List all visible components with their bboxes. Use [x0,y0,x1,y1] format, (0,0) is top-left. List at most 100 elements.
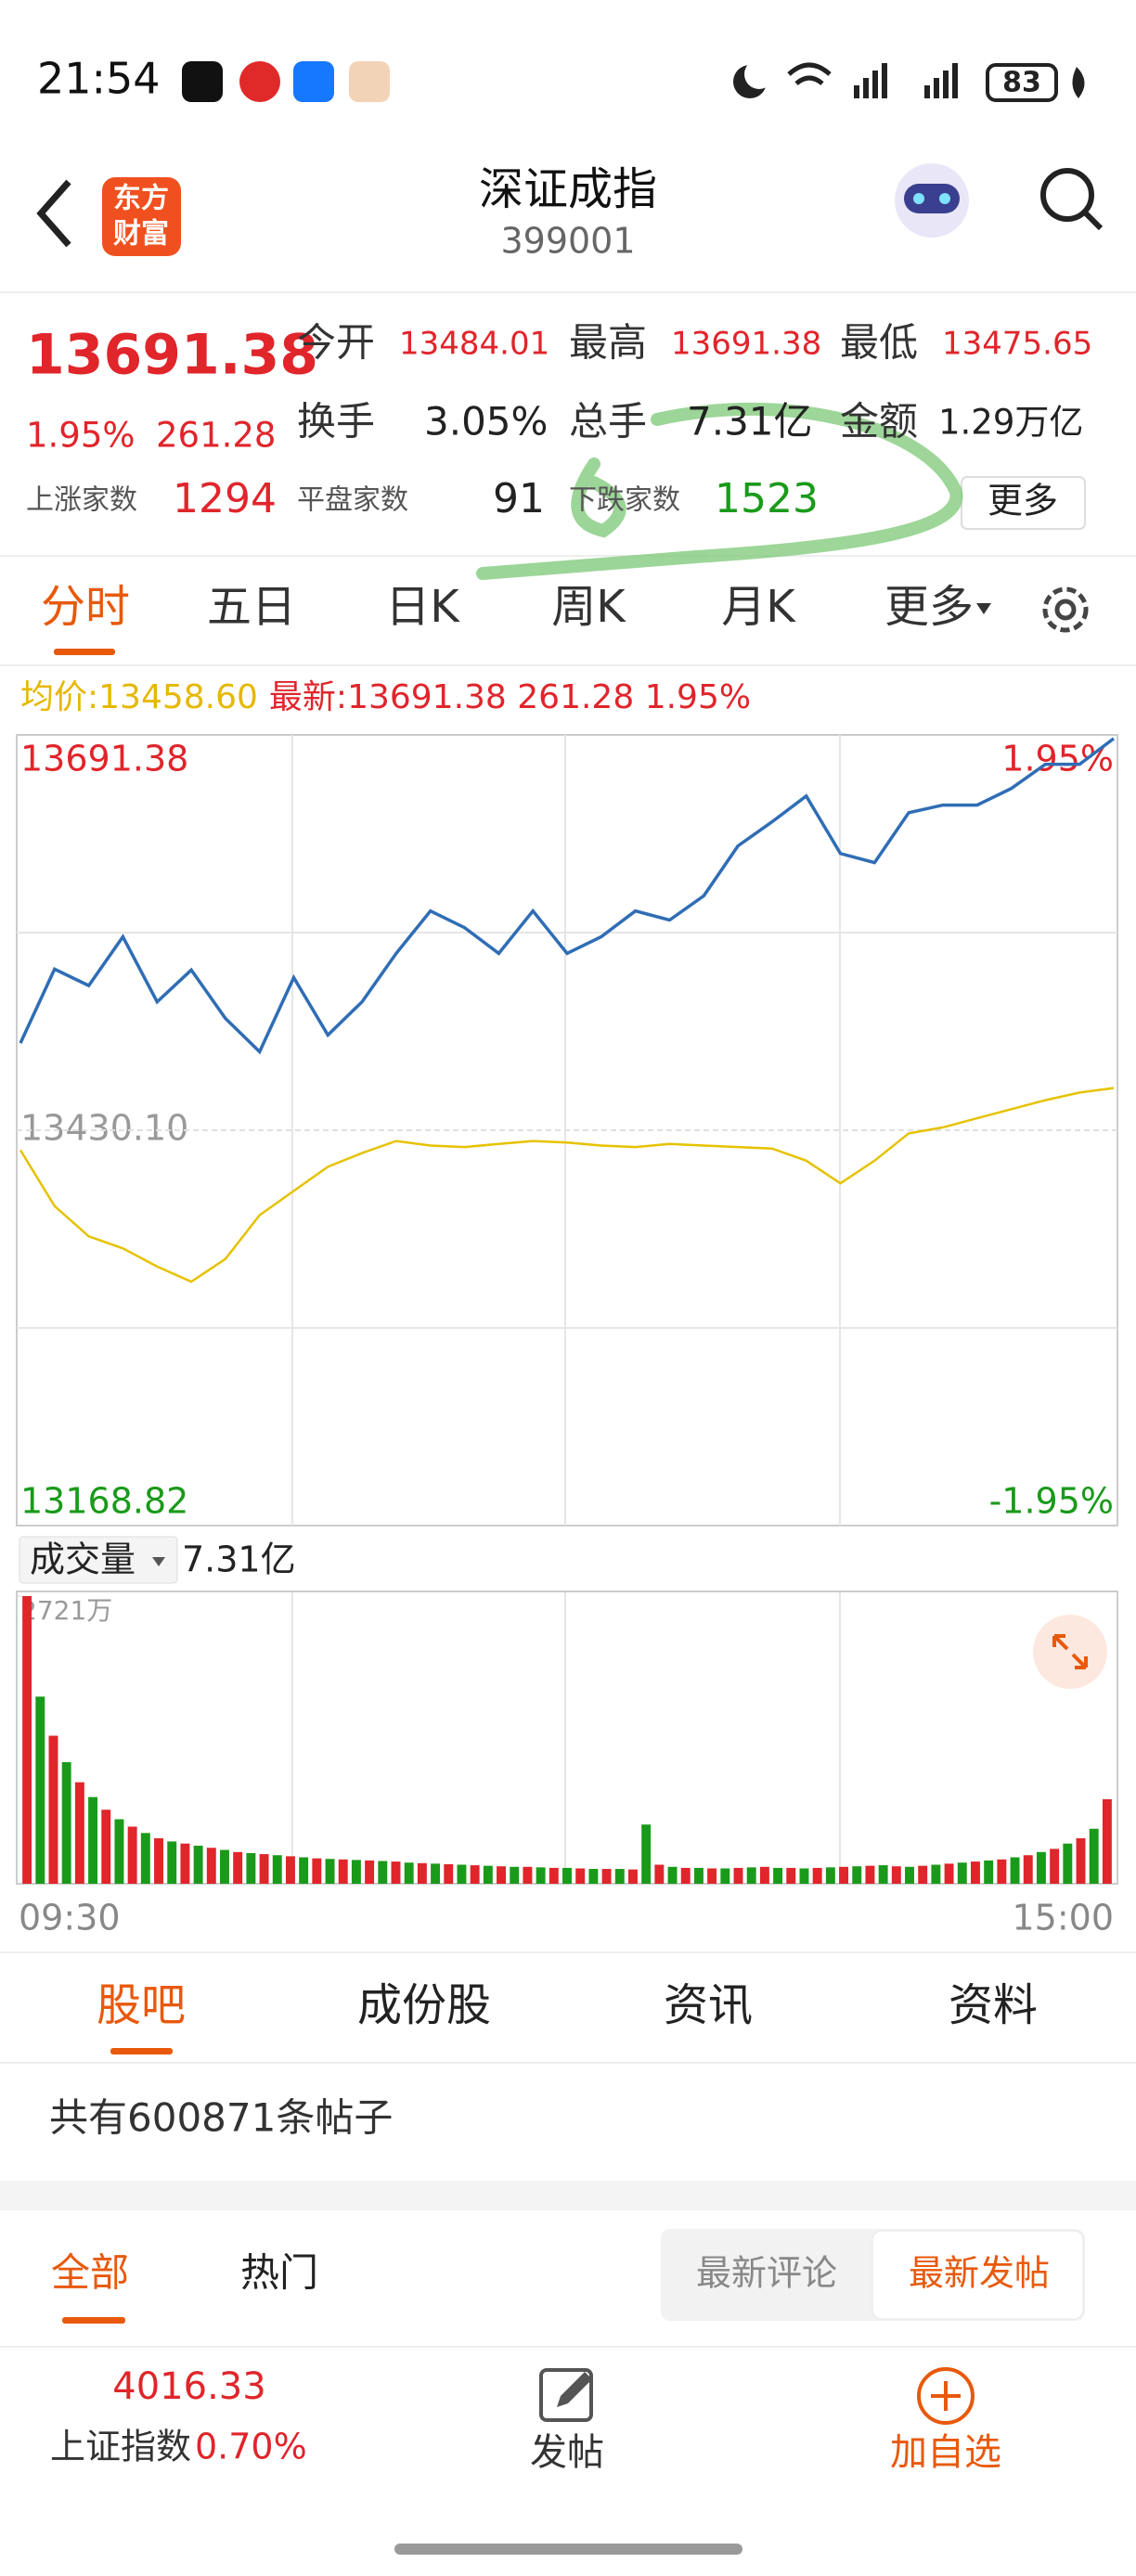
period-tab[interactable]: 更多 [884,581,974,633]
stat-label: 金额 [840,399,918,444]
volume-bar [101,1810,111,1884]
volume-bar [299,1857,309,1884]
filter-tab[interactable]: 全部 [51,2250,129,2296]
stat-label: 换手 [297,399,375,444]
change: 261.28 [156,416,276,456]
add-icon[interactable] [917,2367,975,2425]
volume-bar [206,1848,216,1884]
volume-bar [61,1761,71,1884]
x-tick-label: 15:00 [1012,1898,1114,1938]
volume-bar [22,1596,32,1884]
volume-bar [457,1864,467,1884]
volume-bar [614,1869,625,1884]
settings-icon[interactable] [1042,586,1089,633]
stat-label: 总手 [569,399,647,444]
section-tab[interactable]: 资料 [949,1979,1038,2031]
assistant-icon[interactable] [895,163,969,238]
volume-bar [365,1860,375,1884]
breadth-label: 平盘家数 [297,484,408,517]
volume-bar [746,1867,756,1884]
separator [0,291,1136,293]
volume-bar [48,1735,58,1884]
post-button[interactable]: 发帖 [530,2431,604,2474]
stat-value: 13484.01 [399,326,549,363]
volume-bar [905,1866,914,1884]
filter-tab[interactable]: 热门 [240,2250,318,2296]
volume-title[interactable]: 成交量 [30,1539,136,1580]
volume-bar [167,1841,177,1884]
info-part: 最新: [269,678,347,716]
volume-bar [839,1866,849,1884]
volume-bar [1010,1857,1020,1884]
section-tab[interactable]: 股吧 [97,1979,186,2031]
section-tab[interactable]: 成份股 [357,1979,491,2031]
separator [0,1951,1136,1953]
breadth-value: 1523 [715,475,819,522]
price-line [19,737,1116,1055]
volume-bar [812,1867,822,1884]
volume-bar [825,1867,835,1884]
period-tab[interactable]: 五日 [207,581,296,633]
volume-bar [285,1856,295,1884]
volume-bar [786,1867,796,1884]
expand-icon[interactable] [1033,1615,1107,1689]
volume-bar [891,1866,901,1884]
average-line [19,1087,1115,1283]
volume-bar [154,1838,163,1884]
y2-tick-label: 1.95% [1001,739,1114,779]
tab-indicator [54,649,115,655]
volume-bar [233,1851,243,1884]
search-icon[interactable] [1040,168,1104,231]
volume-bar [1076,1838,1086,1884]
chart-info: 均价:13458.60 最新:13691.38 261.28 1.95% [20,678,751,716]
index-change: 0.70% [195,2427,307,2467]
spacer [0,2181,1136,2210]
volume-bar [272,1855,282,1884]
volume-bar [1023,1855,1033,1884]
more-button-label[interactable]: 更多 [988,481,1058,522]
battery-level: 83 [1002,67,1041,99]
volume-bar [193,1845,203,1884]
volume-bar [325,1859,335,1884]
separator [0,664,1136,666]
volume-bar [391,1861,401,1884]
volume-bar [733,1867,743,1884]
volume-bar [865,1865,875,1884]
volume-bar [918,1865,928,1884]
logo [102,177,181,256]
add-watchlist-button[interactable]: 加自选 [890,2431,1001,2474]
index-value[interactable]: 4016.33 [112,2365,265,2408]
volume-bar [1102,1798,1112,1884]
sort-option[interactable]: 最新评论 [696,2253,837,2294]
volume-bar [878,1865,888,1884]
breadth-value: 1294 [173,475,277,522]
post-icon[interactable] [539,2368,593,2422]
tab-indicator [110,2048,173,2054]
stat-label: 最高 [569,320,647,366]
dropdown-arrow [976,603,991,614]
section-tab[interactable]: 资讯 [664,1979,753,2031]
volume-bar [140,1833,150,1884]
sort-option[interactable]: 最新发帖 [909,2253,1050,2294]
volume-bar [536,1867,546,1884]
volume-bar [259,1854,269,1884]
x-tick-label: 09:30 [19,1898,121,1938]
period-tab[interactable]: 月K [721,581,796,633]
breadth-label: 上涨家数 [26,484,137,517]
y2-tick-label: -1.95% [989,1481,1114,1522]
y-tick-label: 13430.10 [20,1108,188,1149]
period-tab[interactable]: 分时 [41,581,130,633]
volume-selector[interactable] [19,1536,178,1584]
back-button[interactable] [36,179,71,248]
period-tab[interactable]: 日K [385,581,460,633]
period-tab[interactable]: 周K [551,581,626,633]
breadth-value: 91 [493,475,545,522]
volume-bar [431,1863,441,1884]
volume-bar [1089,1828,1099,1884]
volume-bar [483,1865,493,1884]
volume-bar [984,1860,994,1884]
volume-bar [312,1858,322,1884]
stat-value: 1.29万亿 [938,403,1083,443]
change-pct: 1.95% [26,416,136,456]
